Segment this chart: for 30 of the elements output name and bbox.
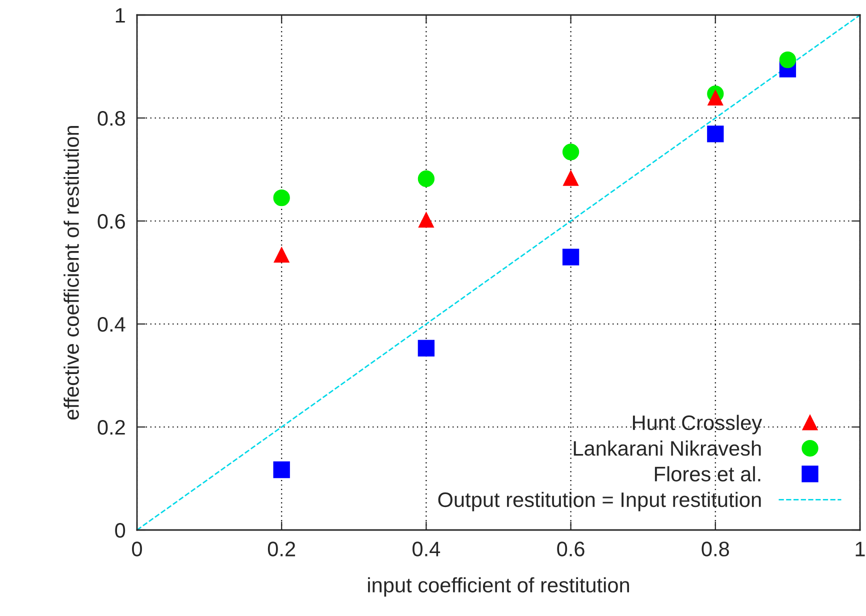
point (274, 247, 290, 263)
point (273, 461, 290, 478)
legend-label: Flores et al. (654, 466, 760, 482)
legend-label: Hunt Crossley (632, 414, 762, 434)
point (418, 340, 435, 357)
x-tick-label: 0.2 (268, 542, 296, 556)
legend-label: Output restitution = Input restitution (438, 492, 761, 512)
y-axis-title: effective coefficient of restitution (64, 126, 79, 420)
point (562, 144, 580, 160)
point (779, 51, 796, 68)
x-tick-label: 0 (132, 542, 142, 556)
x-tick-label: 0.6 (557, 542, 584, 556)
point (708, 90, 724, 106)
point (562, 248, 580, 266)
point (418, 212, 434, 228)
y-tick-label: 0 (115, 523, 126, 538)
y-tick-label: 0.6 (98, 214, 125, 229)
x-tick-label: 0.4 (412, 542, 440, 556)
y-tick-label: 0.4 (98, 317, 126, 332)
x-tick-label: 1 (856, 542, 865, 556)
x-axis-title: input coefficient of restitution (368, 577, 629, 597)
legend-label: Lankarani Nikravesh (574, 440, 761, 456)
point (273, 189, 290, 206)
point (418, 170, 435, 188)
y-tick-label: 0.2 (98, 420, 125, 435)
x-tick-label: 0.8 (702, 542, 729, 556)
y-tick-label: 0.8 (98, 111, 125, 126)
y-tick-label: 1 (116, 8, 125, 23)
point (707, 126, 724, 142)
point (563, 170, 578, 186)
